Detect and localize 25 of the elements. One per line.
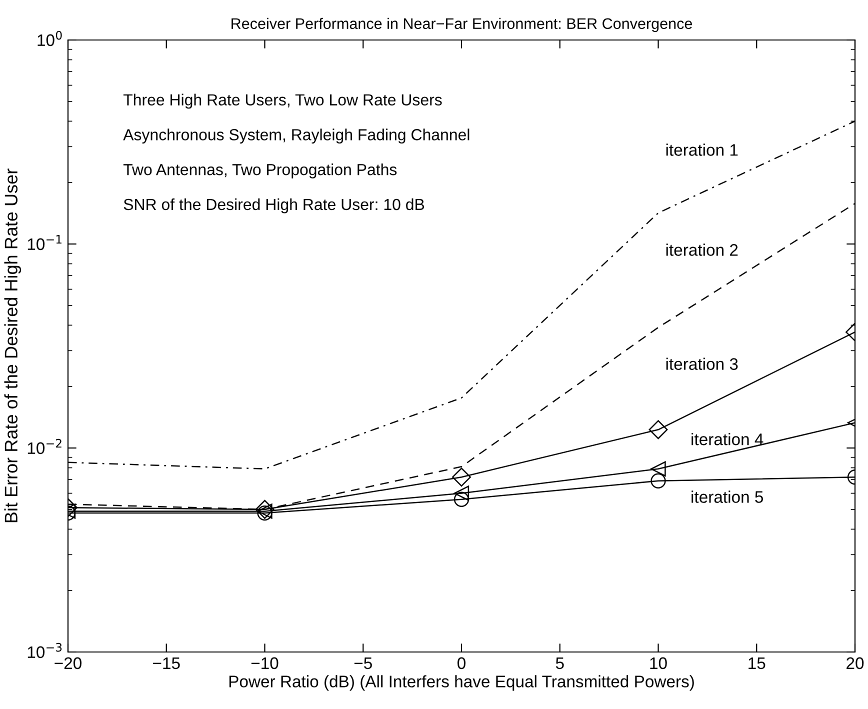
y-tick-label: 10$^{0}$ [38,30,62,46]
annotation: SNR of the Desired High Rate User: 10 dB [124,198,424,214]
y-tick-label: 10$^{−2}$ [28,438,62,454]
x-tick-label: −10 [251,657,278,670]
annotation: Asynchronous System, Rayleigh Fading Channel [123,128,470,144]
y-axis-title: Bit Error Rate of the Desired High Rate User [4,168,22,522]
series-label: iteration 4 [692,433,764,446]
x-tick-label: −15 [153,657,180,670]
x-tick-label: 0 [458,657,466,670]
series-label: iteration 3 [666,358,738,370]
y-tick-label: 10$^{−1}$ [28,235,62,250]
y-tick-label: 10$^{−3}$ [28,642,62,658]
x-tick-label: 5 [556,657,564,670]
series-label: iteration 1 [666,144,738,156]
chart-title: Receiver Performance in Near−Far Environment: BER Convergence [232,18,692,32]
x-tick-label: 10 [650,657,667,670]
x-tick-label: −5 [354,657,372,670]
x-axis-title: Power Ratio (dB) (All Interfers have Equal Transmitted Powers) [229,675,694,691]
annotation: Two Antennas, Two Propogation Paths [123,164,397,178]
x-tick-label: 15 [748,657,766,670]
x-tick-label: 20 [846,657,864,670]
series-label: iteration 5 [692,490,764,503]
x-tick-label: −20 [54,657,82,670]
annotation: Three High Rate Users, Two Low Rate Users [123,94,442,109]
series-label: iteration 2 [666,244,738,256]
